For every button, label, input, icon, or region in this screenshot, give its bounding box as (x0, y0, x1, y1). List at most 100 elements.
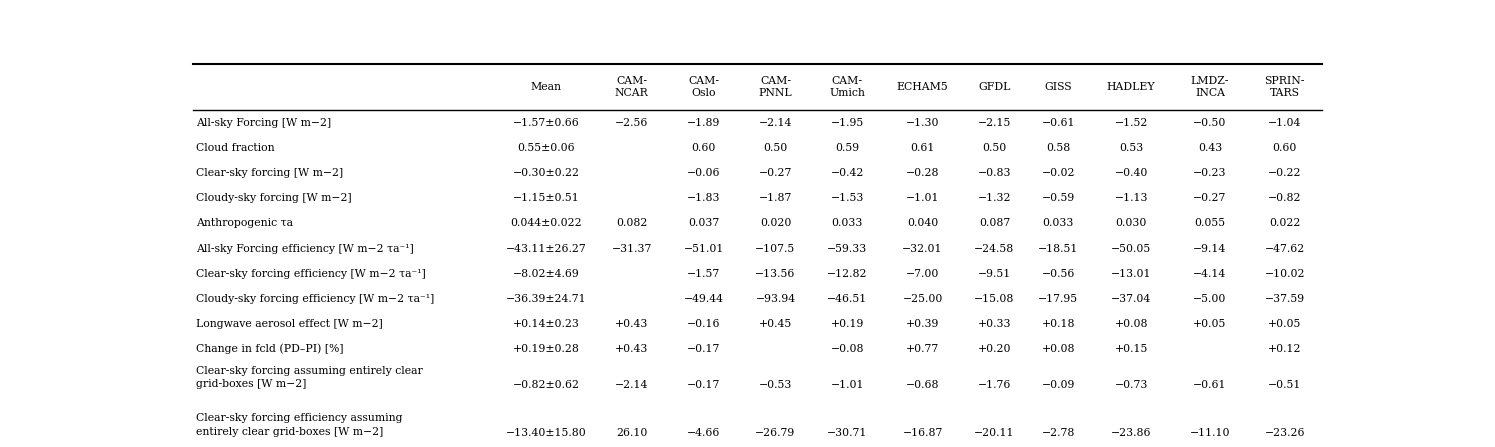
Text: 0.030: 0.030 (1115, 219, 1147, 228)
Text: −17.95: −17.95 (1038, 294, 1078, 304)
Text: All-sky Forcing [W m−2]: All-sky Forcing [W m−2] (196, 118, 332, 128)
Text: 0.59: 0.59 (836, 143, 860, 153)
Text: −4.14: −4.14 (1193, 269, 1226, 279)
Text: −12.82: −12.82 (827, 269, 867, 279)
Text: −0.30±0.22: −0.30±0.22 (513, 168, 580, 178)
Text: 0.033: 0.033 (1042, 219, 1073, 228)
Text: −11.10: −11.10 (1190, 428, 1230, 438)
Text: CAM-
PNNL: CAM- PNNL (758, 76, 792, 98)
Text: All-sky Forcing efficiency [W m−2 τa⁻¹]: All-sky Forcing efficiency [W m−2 τa⁻¹] (196, 244, 414, 253)
Text: +0.05: +0.05 (1268, 319, 1301, 329)
Text: −0.59: −0.59 (1042, 194, 1075, 203)
Text: −0.53: −0.53 (759, 380, 792, 390)
Text: −8.02±4.69: −8.02±4.69 (513, 269, 580, 279)
Text: −0.51: −0.51 (1268, 380, 1301, 390)
Text: GISS: GISS (1045, 82, 1072, 92)
Text: 0.022: 0.022 (1269, 219, 1301, 228)
Text: −16.87: −16.87 (903, 428, 943, 438)
Text: +0.43: +0.43 (614, 319, 649, 329)
Text: −0.56: −0.56 (1042, 269, 1075, 279)
Text: −0.27: −0.27 (759, 168, 792, 178)
Text: −107.5: −107.5 (755, 244, 795, 253)
Text: +0.19: +0.19 (831, 319, 864, 329)
Text: −31.37: −31.37 (611, 244, 652, 253)
Text: −0.40: −0.40 (1114, 168, 1148, 178)
Text: 0.044±0.022: 0.044±0.022 (510, 219, 582, 228)
Text: 0.50: 0.50 (764, 143, 788, 153)
Text: CAM-
NCAR: CAM- NCAR (614, 76, 649, 98)
Text: −0.08: −0.08 (831, 344, 864, 354)
Text: −50.05: −50.05 (1111, 244, 1151, 253)
Text: Change in fcld (PD–PI) [%]: Change in fcld (PD–PI) [%] (196, 344, 344, 354)
Text: −13.56: −13.56 (755, 269, 795, 279)
Text: Cloud fraction: Cloud fraction (196, 143, 275, 153)
Text: −5.00: −5.00 (1193, 294, 1226, 304)
Text: −15.08: −15.08 (975, 294, 1015, 304)
Text: −0.09: −0.09 (1042, 380, 1075, 390)
Text: −0.22: −0.22 (1268, 168, 1302, 178)
Text: −0.61: −0.61 (1193, 380, 1227, 390)
Text: −30.71: −30.71 (827, 428, 867, 438)
Text: +0.08: +0.08 (1042, 344, 1075, 354)
Text: Anthropogenic τa: Anthropogenic τa (196, 219, 293, 228)
Text: 0.082: 0.082 (616, 219, 647, 228)
Text: −0.42: −0.42 (831, 168, 864, 178)
Text: −1.32: −1.32 (978, 194, 1011, 203)
Text: −23.26: −23.26 (1265, 428, 1305, 438)
Text: 0.55±0.06: 0.55±0.06 (517, 143, 576, 153)
Text: −93.94: −93.94 (755, 294, 795, 304)
Text: +0.20: +0.20 (978, 344, 1011, 354)
Text: 0.020: 0.020 (759, 219, 791, 228)
Text: 0.43: 0.43 (1197, 143, 1221, 153)
Text: −1.01: −1.01 (831, 380, 864, 390)
Text: 0.60: 0.60 (691, 143, 716, 153)
Text: −1.15±0.51: −1.15±0.51 (513, 194, 580, 203)
Text: −20.11: −20.11 (975, 428, 1015, 438)
Text: −0.61: −0.61 (1042, 118, 1075, 128)
Text: Longwave aerosol effect [W m−2]: Longwave aerosol effect [W m−2] (196, 319, 383, 329)
Text: −1.53: −1.53 (831, 194, 864, 203)
Text: 0.53: 0.53 (1120, 143, 1144, 153)
Text: −0.50: −0.50 (1193, 118, 1226, 128)
Text: CAM-
Umich: CAM- Umich (830, 76, 866, 98)
Text: −9.14: −9.14 (1193, 244, 1226, 253)
Text: +0.05: +0.05 (1193, 319, 1226, 329)
Text: Clear-sky forcing assuming entirely clear
grid-boxes [W m−2]: Clear-sky forcing assuming entirely clea… (196, 366, 423, 389)
Text: +0.15: +0.15 (1114, 344, 1148, 354)
Text: −1.57: −1.57 (688, 269, 721, 279)
Text: −18.51: −18.51 (1038, 244, 1078, 253)
Text: −1.57±0.66: −1.57±0.66 (513, 118, 580, 128)
Text: −2.78: −2.78 (1042, 428, 1075, 438)
Text: −51.01: −51.01 (683, 244, 724, 253)
Text: +0.18: +0.18 (1042, 319, 1075, 329)
Text: −0.68: −0.68 (906, 380, 939, 390)
Text: −46.51: −46.51 (827, 294, 867, 304)
Text: −7.00: −7.00 (906, 269, 939, 279)
Text: Cloudy-sky forcing efficiency [W m−2 τa⁻¹]: Cloudy-sky forcing efficiency [W m−2 τa⁻… (196, 294, 435, 304)
Text: −26.79: −26.79 (755, 428, 795, 438)
Text: −1.04: −1.04 (1268, 118, 1301, 128)
Text: +0.45: +0.45 (759, 319, 792, 329)
Text: −4.66: −4.66 (686, 428, 721, 438)
Text: −0.27: −0.27 (1193, 194, 1226, 203)
Text: −2.15: −2.15 (978, 118, 1011, 128)
Text: −0.73: −0.73 (1114, 380, 1148, 390)
Text: −2.14: −2.14 (759, 118, 792, 128)
Text: +0.77: +0.77 (906, 344, 939, 354)
Text: −2.14: −2.14 (614, 380, 649, 390)
Text: −59.33: −59.33 (827, 244, 867, 253)
Text: Clear-sky forcing [W m−2]: Clear-sky forcing [W m−2] (196, 168, 344, 178)
Text: 0.58: 0.58 (1046, 143, 1070, 153)
Text: 0.60: 0.60 (1272, 143, 1296, 153)
Text: −49.44: −49.44 (683, 294, 724, 304)
Text: +0.08: +0.08 (1114, 319, 1148, 329)
Text: −1.30: −1.30 (906, 118, 939, 128)
Text: −1.76: −1.76 (978, 380, 1011, 390)
Text: −25.00: −25.00 (903, 294, 943, 304)
Text: −0.82: −0.82 (1268, 194, 1302, 203)
Text: −43.11±26.27: −43.11±26.27 (505, 244, 586, 253)
Text: CAM-
Oslo: CAM- Oslo (688, 76, 719, 98)
Text: −36.39±24.71: −36.39±24.71 (505, 294, 586, 304)
Text: −0.17: −0.17 (686, 344, 721, 354)
Text: −0.23: −0.23 (1193, 168, 1227, 178)
